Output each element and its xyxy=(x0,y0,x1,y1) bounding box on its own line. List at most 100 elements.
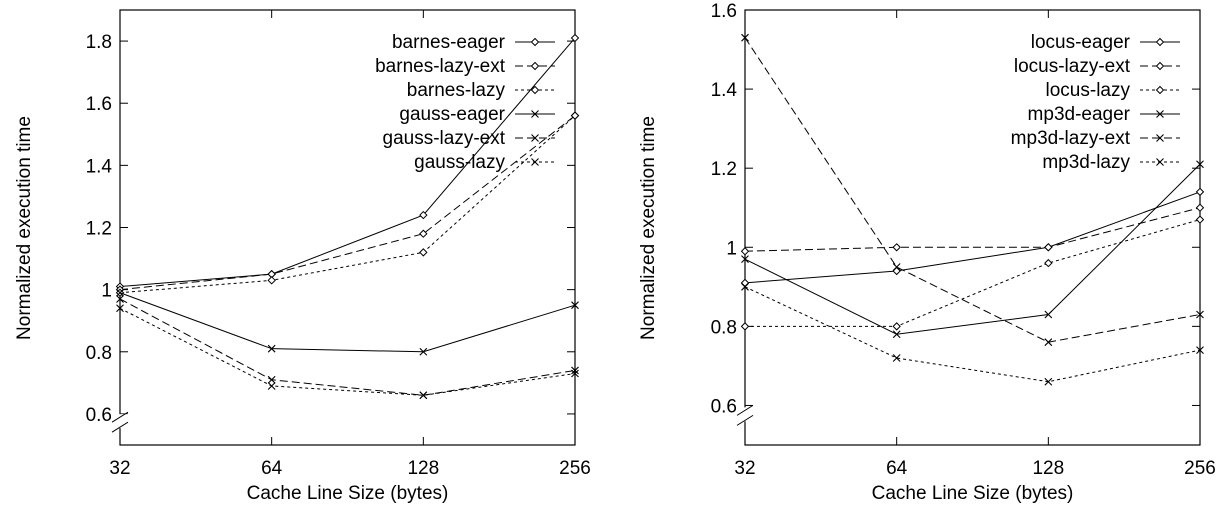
series-locus-lazy-ext xyxy=(740,203,1205,256)
legend-label: locus-lazy xyxy=(1046,80,1131,101)
legend-marker xyxy=(1156,158,1164,166)
series-mp3d-lazy xyxy=(741,282,1204,386)
y-axis-label: Normalized execution time xyxy=(14,116,35,340)
data-point xyxy=(740,322,750,331)
legend-marker xyxy=(531,134,539,142)
series-line xyxy=(744,286,1201,383)
y-tick-label: 0.6 xyxy=(711,396,737,417)
x-tick-label: 32 xyxy=(734,458,755,479)
legend-label: locus-lazy-ext xyxy=(1014,56,1131,77)
axis-break-mark xyxy=(111,421,129,433)
legend-label: barnes-lazy-ext xyxy=(375,56,506,77)
data-point xyxy=(1044,310,1053,319)
data-point xyxy=(267,375,276,384)
series-line xyxy=(744,163,1201,335)
data-point xyxy=(1195,215,1205,224)
series-gauss-lazy-ext xyxy=(116,295,579,400)
data-point xyxy=(267,344,276,353)
legend-marker xyxy=(531,158,539,166)
series-line xyxy=(744,191,1201,284)
series-line xyxy=(119,298,576,396)
y-tick-label: 1.6 xyxy=(86,94,112,115)
data-point xyxy=(892,330,901,339)
data-point xyxy=(419,391,428,400)
x-tick-label: 256 xyxy=(1184,458,1216,479)
legend-marker xyxy=(530,37,540,47)
x-tick-label: 256 xyxy=(559,458,591,479)
data-point xyxy=(1044,258,1053,268)
series-line xyxy=(744,37,1201,343)
data-point xyxy=(419,248,428,257)
x-tick-label: 64 xyxy=(261,458,283,479)
series-line xyxy=(119,115,576,294)
x-axis-label: Cache Line Size (bytes) xyxy=(247,483,449,504)
data-point xyxy=(1044,243,1053,252)
y-tick-label: 1.4 xyxy=(711,80,738,101)
axis-break-mark xyxy=(736,414,754,426)
legend-label: locus-eager xyxy=(1031,32,1131,53)
legend-marker xyxy=(530,85,540,95)
data-point xyxy=(740,278,750,288)
data-point xyxy=(1196,310,1204,319)
series-line xyxy=(119,307,576,396)
chart-left: 0.6 0.8 1 1.2 1.4 1.6 1.8 32 64 128 256 Cache Line … xyxy=(14,9,591,504)
legend: locus-eager locus-lazy-ext locus-lazy mp3d-… xyxy=(1011,32,1180,173)
y-tick-label: 1.8 xyxy=(86,32,112,53)
y-tick-label: 1.2 xyxy=(711,159,737,180)
data-point xyxy=(116,304,124,313)
axis-break-mark xyxy=(736,404,754,416)
series-locus-lazy xyxy=(740,215,1205,331)
series-line xyxy=(119,37,576,288)
x-tick-label: 64 xyxy=(886,458,908,479)
data-point xyxy=(571,369,579,378)
data-point xyxy=(892,354,901,362)
series-barnes-eager xyxy=(115,33,580,291)
data-point xyxy=(419,210,428,220)
data-point xyxy=(570,33,580,43)
series-gauss-eager xyxy=(116,288,579,356)
data-point xyxy=(116,288,124,297)
data-point xyxy=(1044,338,1053,347)
legend-label: barnes-lazy xyxy=(407,80,506,101)
y-tick-label: 1 xyxy=(726,238,737,259)
x-tick-label: 128 xyxy=(1032,458,1064,479)
legend-label: gauss-lazy xyxy=(414,152,505,173)
y-tick-label: 0.8 xyxy=(711,317,737,338)
data-point xyxy=(419,347,428,356)
y-axis-label: Normalized execution time xyxy=(638,116,659,340)
data-point xyxy=(892,243,901,252)
x-axis-label: Cache Line Size (bytes) xyxy=(872,483,1074,504)
legend-label: mp3d-lazy xyxy=(1042,152,1130,173)
legend-marker xyxy=(531,110,539,118)
series-line xyxy=(119,292,576,353)
data-point xyxy=(1195,203,1205,212)
data-point xyxy=(419,229,428,238)
y-tick-label: 1.2 xyxy=(86,219,112,240)
chart-right: 0.6 0.8 1 1.2 1.4 1.6 32 64 128 256 Cache Line Siz… xyxy=(638,1,1216,504)
data-point xyxy=(1044,377,1053,386)
series-gauss-lazy xyxy=(116,304,579,400)
data-point xyxy=(267,276,276,285)
data-point xyxy=(892,322,901,331)
legend-label: gauss-eager xyxy=(399,104,505,125)
series-mp3d-eager xyxy=(741,160,1204,339)
series-mp3d-lazy-ext xyxy=(741,33,1204,347)
axis-break-mark xyxy=(111,411,129,423)
series-barnes-lazy xyxy=(115,111,580,297)
legend-marker xyxy=(1155,85,1165,95)
data-point xyxy=(116,295,124,303)
legend-label: mp3d-eager xyxy=(1028,104,1131,125)
data-point xyxy=(1196,160,1204,169)
y-tick-label: 0.6 xyxy=(86,405,112,426)
data-point xyxy=(1195,187,1205,197)
legend-label: mp3d-lazy-ext xyxy=(1011,128,1131,149)
x-tick-label: 32 xyxy=(109,458,130,479)
data-point xyxy=(571,301,579,310)
legend-label: gauss-lazy-ext xyxy=(383,128,506,149)
data-point xyxy=(740,247,750,256)
plot-frame xyxy=(119,9,576,446)
series-line xyxy=(119,115,576,291)
data-point xyxy=(570,111,580,120)
legend-marker xyxy=(1155,37,1165,47)
